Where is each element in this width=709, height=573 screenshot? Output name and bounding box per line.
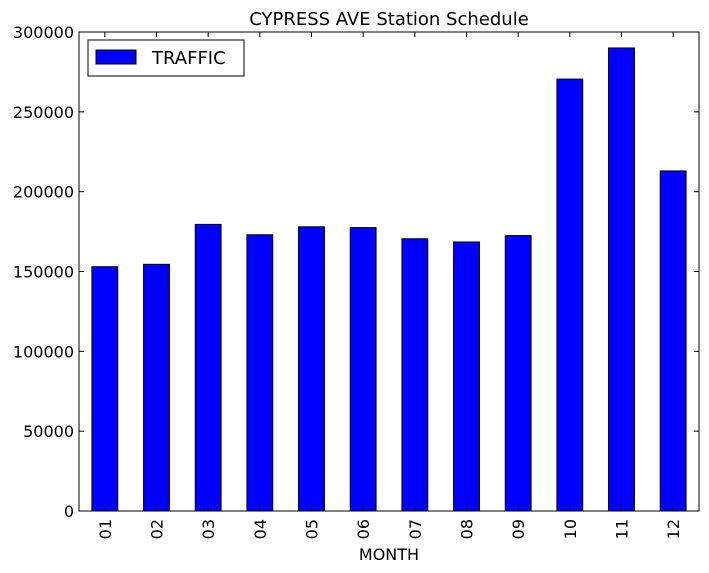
x-tick-label: 08 — [458, 519, 477, 539]
bar-10 — [556, 78, 584, 512]
y-tick-label: 0 — [64, 502, 74, 521]
bar-08 — [453, 241, 480, 512]
y-tick-label: 300000 — [13, 23, 74, 42]
x-tick-label: 06 — [354, 519, 373, 539]
y-tick-label: 50000 — [23, 422, 74, 441]
legend-label: TRAFFIC — [151, 48, 226, 69]
legend-swatch — [95, 49, 137, 65]
y-tick-label: 150000 — [13, 263, 74, 282]
x-tick-label: 04 — [251, 519, 270, 539]
bar-05 — [298, 226, 325, 512]
bar-02 — [143, 263, 170, 512]
y-axis-ticks: 0 50000 100000 150000 200000 250000 300000 — [13, 23, 699, 521]
x-tick-label: 11 — [613, 519, 632, 539]
bar-12 — [659, 170, 687, 512]
y-tick-label: 250000 — [13, 103, 74, 122]
x-tick-label: 12 — [664, 519, 683, 539]
bar-09 — [504, 235, 532, 512]
bar-03 — [194, 223, 222, 512]
x-tick-label: 03 — [199, 519, 218, 539]
bars-group — [91, 47, 687, 512]
x-tick-label: 05 — [303, 519, 322, 539]
plot-frame — [78, 31, 700, 512]
x-tick-label: 09 — [509, 519, 528, 539]
bar-04 — [246, 234, 274, 512]
x-tick-label: 02 — [148, 519, 167, 539]
x-tick-label: 07 — [406, 519, 425, 539]
bar-07 — [401, 238, 429, 512]
chart-title: CYPRESS AVE Station Schedule — [249, 9, 529, 30]
x-axis-label: MONTH — [359, 545, 419, 564]
legend: TRAFFIC — [87, 39, 245, 77]
x-axis-ticks: 01 02 03 04 05 06 07 08 09 10 11 12 — [96, 32, 683, 539]
x-tick-label: 01 — [96, 519, 115, 539]
bar-01 — [91, 266, 119, 512]
x-tick-label: 10 — [561, 519, 580, 539]
bar-11 — [608, 47, 635, 512]
y-tick-label: 200000 — [13, 183, 74, 202]
bar-06 — [349, 227, 377, 512]
y-tick-label: 100000 — [13, 342, 74, 361]
